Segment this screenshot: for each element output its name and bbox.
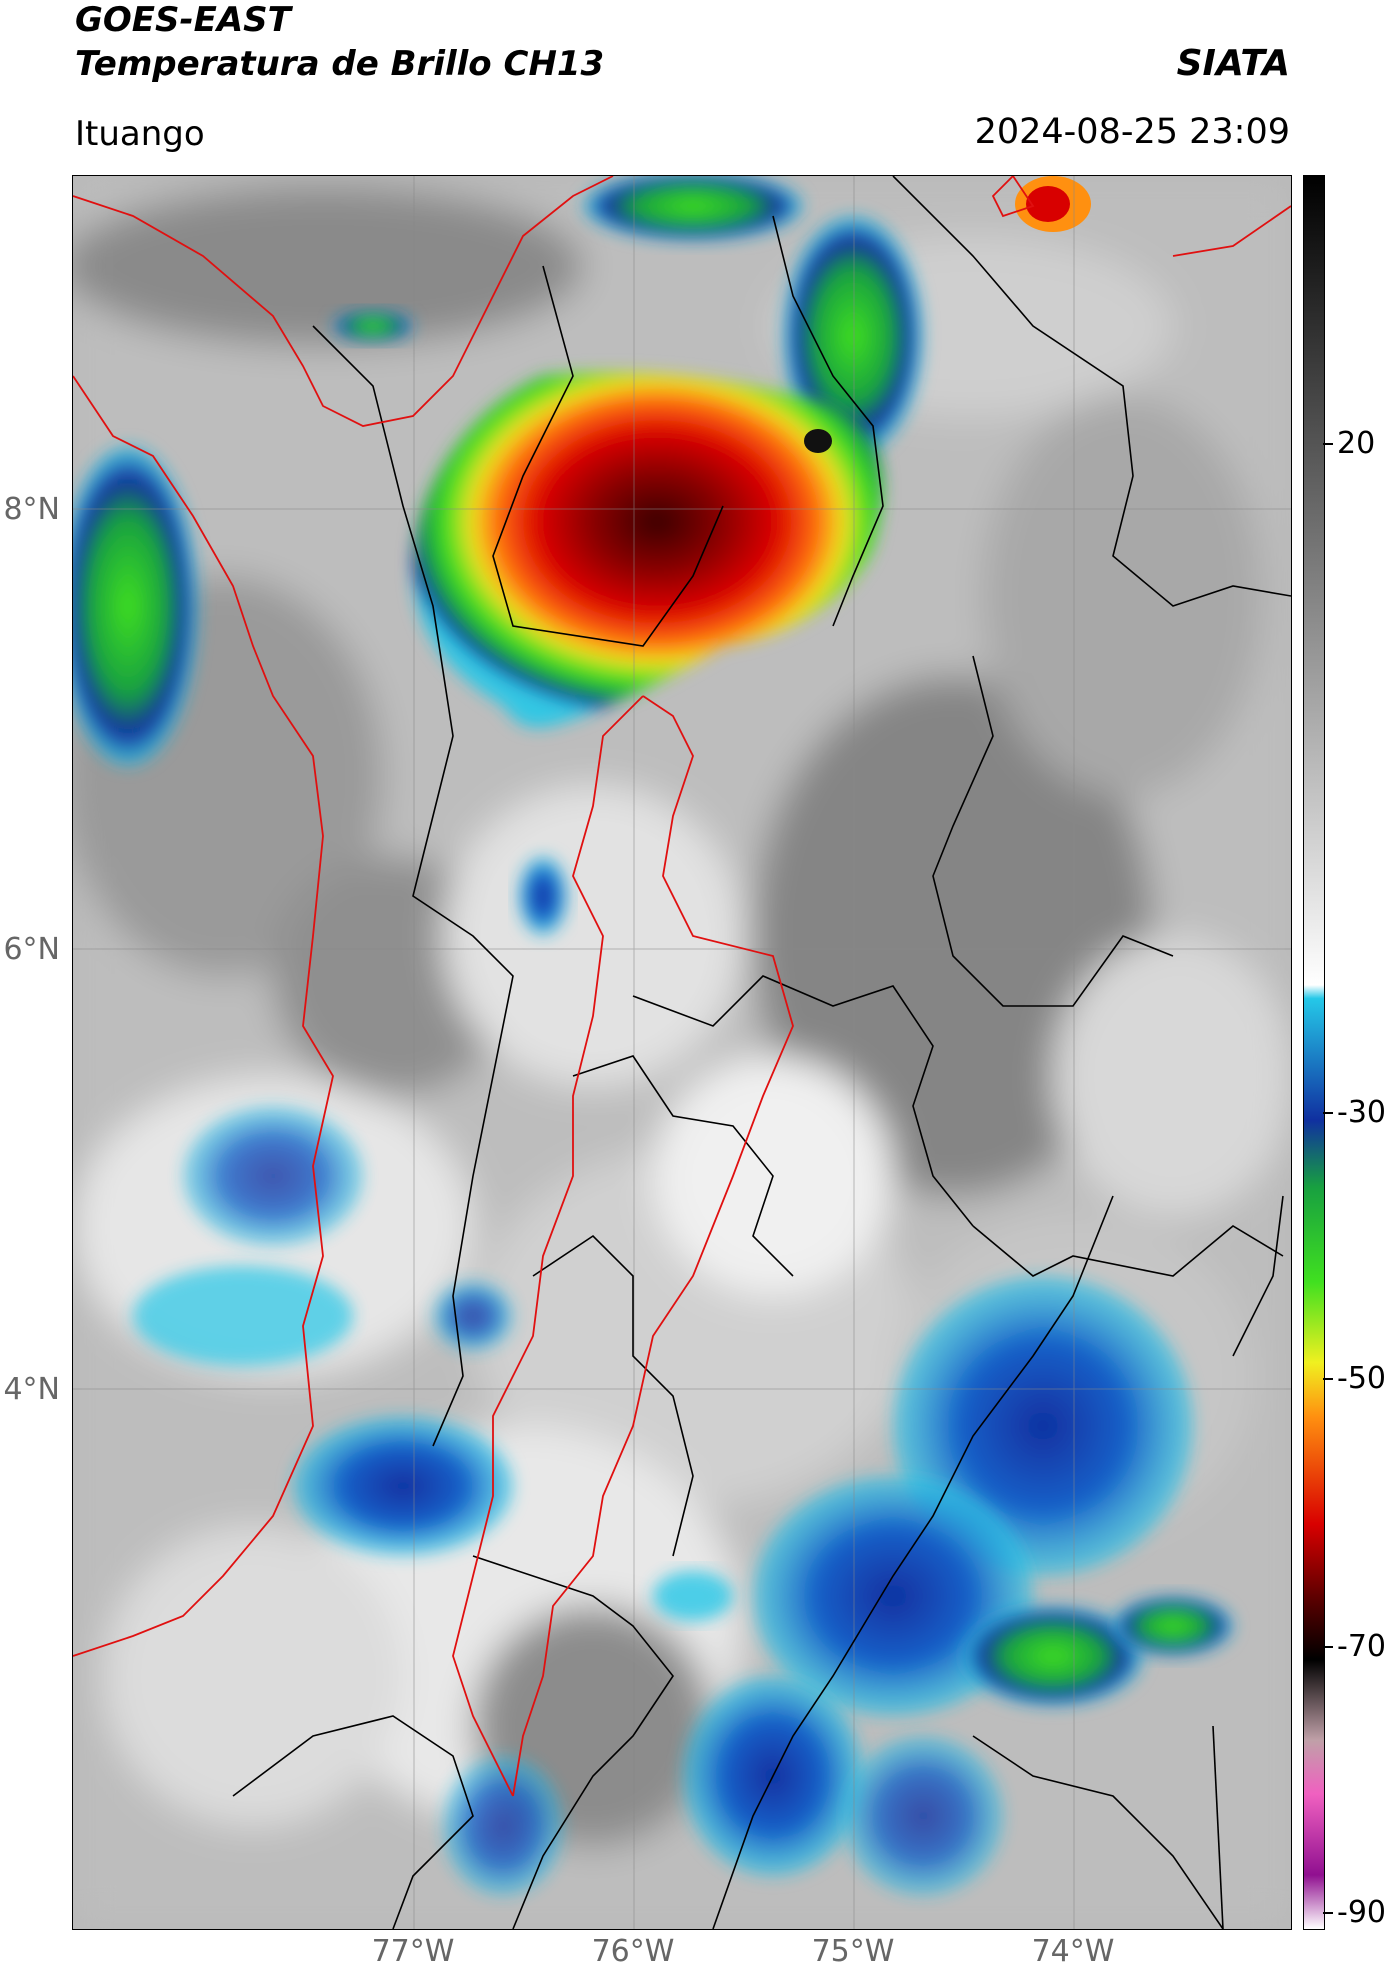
organization-label: SIATA: [1176, 43, 1290, 84]
satellite-title: GOES-EAST: [75, 0, 291, 40]
colorbar-label-minus30: -30: [1337, 1095, 1384, 1130]
lat-label-8n: 8°N: [3, 492, 60, 527]
lon-label-75w: 75°W: [811, 1934, 895, 1969]
map-grid: [73, 176, 1291, 1929]
colorbar: [1303, 175, 1325, 1930]
satellite-map[interactable]: [72, 175, 1292, 1930]
datetime-label: 2024-08-25 23:09: [974, 112, 1290, 152]
lon-label-77w: 77°W: [371, 1934, 455, 1969]
lat-label-6n: 6°N: [3, 932, 60, 967]
map-canvas: [73, 176, 1291, 1929]
colorbar-tick: [1323, 1378, 1333, 1380]
lat-label-4n: 4°N: [3, 1372, 60, 1407]
convective-cells: [73, 176, 1233, 1896]
colorbar-tick: [1323, 443, 1333, 445]
colorbar-label-20: 20: [1337, 426, 1376, 461]
colorbar-label-minus70: -70: [1337, 1629, 1384, 1664]
colorbar-label-minus90: -90: [1337, 1895, 1384, 1930]
station-label: Ituango: [75, 114, 205, 154]
colorbar-label-minus50: -50: [1337, 1361, 1384, 1396]
lon-label-74w: 74°W: [1031, 1934, 1115, 1969]
department-borders: [232, 176, 1291, 1929]
colorbar-tick: [1323, 1912, 1333, 1914]
lon-label-76w: 76°W: [591, 1934, 675, 1969]
product-title: Temperatura de Brillo CH13: [75, 44, 605, 84]
highlight-borders: [73, 176, 1291, 1797]
colorbar-tick: [1323, 1646, 1333, 1648]
colorbar-tick: [1323, 1112, 1333, 1114]
